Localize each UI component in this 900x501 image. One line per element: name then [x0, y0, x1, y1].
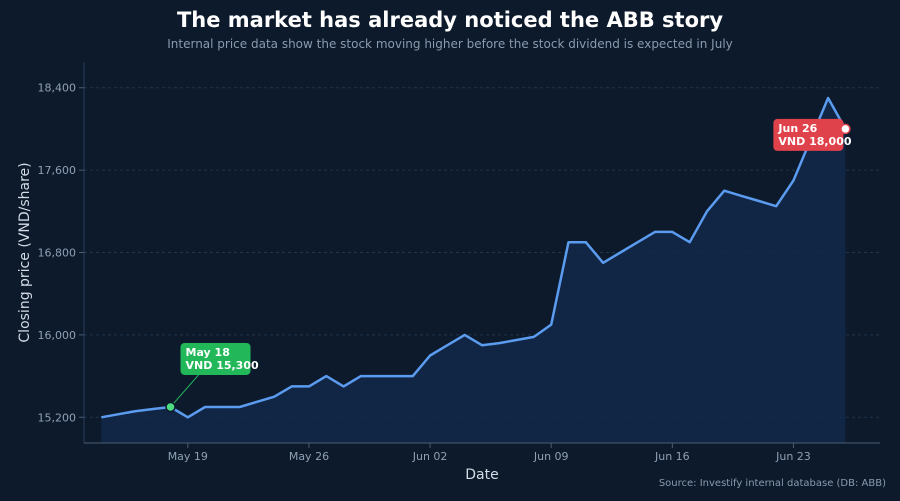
y-tick-label: 15,200 [38, 411, 77, 424]
annotation-leader-low [170, 374, 199, 408]
annotation-date-high: Jun 26 [777, 122, 817, 135]
y-axis-title: Closing price (VND/share) [17, 162, 33, 342]
annotation-marker-high [840, 123, 851, 135]
x-axis-ticks: May 19 May 26 Jun 02 Jun 09 Jun 16 Jun 23 [168, 443, 811, 463]
annotation-marker-low [165, 401, 176, 413]
x-tick-label: Jun 02 [412, 450, 448, 463]
y-tick-label: 16,000 [38, 329, 77, 342]
annotation-value-high: VND 18,000 [778, 135, 851, 148]
x-tick-label: May 26 [289, 450, 329, 463]
price-series-line [101, 96, 847, 419]
annotation-value-low: VND 15,300 [186, 359, 259, 372]
source-note: Source: Investify internal database (DB:… [658, 478, 886, 489]
y-axis-ticks: 15,200 16,000 16,800 17,600 18,400 [38, 82, 84, 424]
chart-subtitle: Internal price data show the stock movin… [167, 37, 733, 51]
x-axis-title: Date [465, 467, 498, 483]
y-tick-label: 17,600 [38, 164, 77, 177]
x-tick-label: May 19 [168, 450, 208, 463]
chart-title: The market has already noticed the ABB s… [176, 8, 724, 32]
x-tick-label: Jun 23 [775, 450, 811, 463]
x-tick-label: Jun 16 [654, 450, 690, 463]
y-tick-label: 18,400 [38, 82, 77, 95]
annotation-box-high [773, 118, 844, 151]
x-tick-label: Jun 09 [533, 450, 569, 463]
annotation-box-low [180, 342, 251, 375]
price-area-fill [101, 98, 846, 443]
y-tick-label: 16,800 [38, 247, 77, 260]
annotation-date-low: May 18 [186, 346, 230, 359]
